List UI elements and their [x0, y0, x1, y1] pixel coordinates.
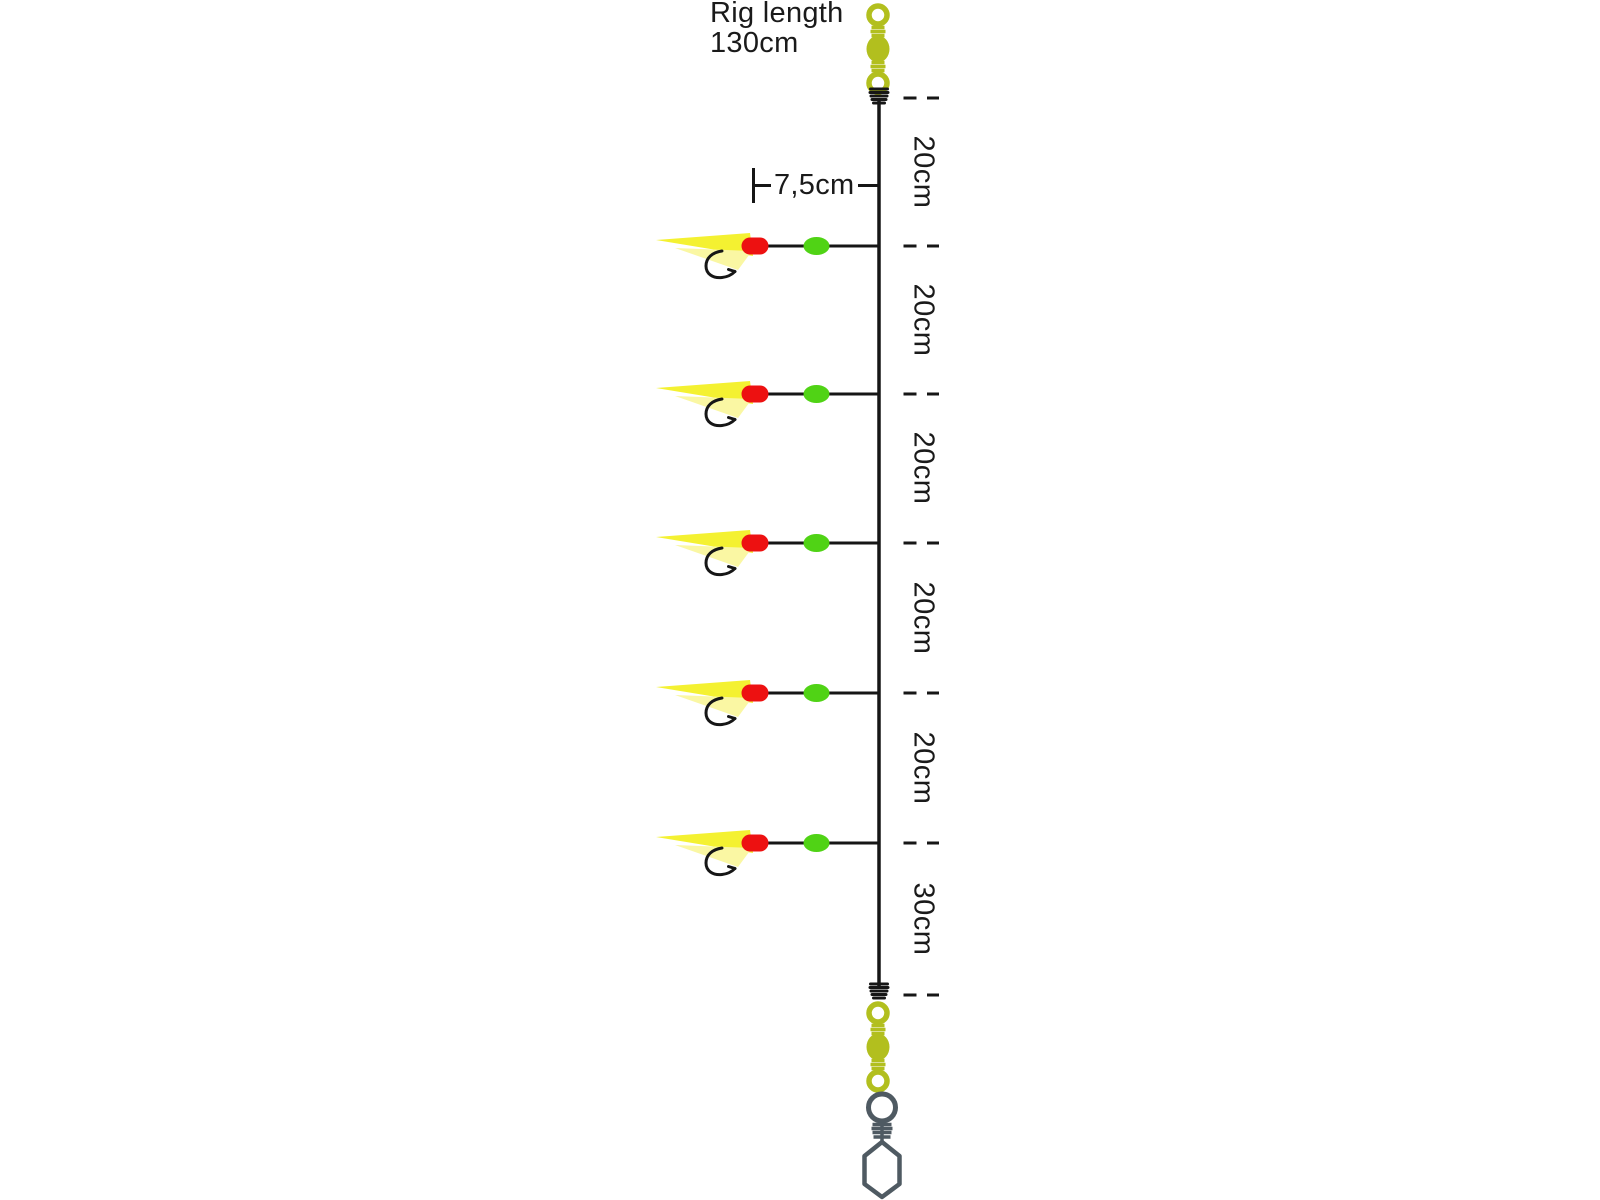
- dropper-group-3: [654, 528, 880, 577]
- top-line-knot: [868, 87, 890, 105]
- segment-label-4: 20cm: [907, 581, 940, 655]
- segment-label-1: 20cm: [907, 135, 940, 209]
- dropper-group-2: [654, 379, 880, 428]
- rig-length-title: Rig length 130cm: [710, 0, 844, 58]
- dropper-group-1: [654, 231, 880, 280]
- segment-label-3: 20cm: [907, 431, 940, 505]
- bottom-barrel-swivel-icon: [867, 1004, 890, 1090]
- segment-label-6: 30cm: [907, 882, 940, 956]
- segment-label-5: 20cm: [907, 731, 940, 805]
- segment-label-2: 20cm: [907, 283, 940, 357]
- dropper-group-4: [654, 678, 880, 727]
- dropper-group-5: [654, 828, 880, 877]
- measure-bracket: [752, 168, 878, 203]
- rig-length-title-line2: 130cm: [710, 27, 799, 59]
- rig-length-title-line1: Rig length: [710, 0, 844, 29]
- bottom-line-knot: [868, 982, 890, 1000]
- top-barrel-swivel-icon: [867, 6, 890, 92]
- branch-length-label: 7,5cm: [774, 169, 855, 201]
- snap-swivel-icon: [862, 1091, 902, 1200]
